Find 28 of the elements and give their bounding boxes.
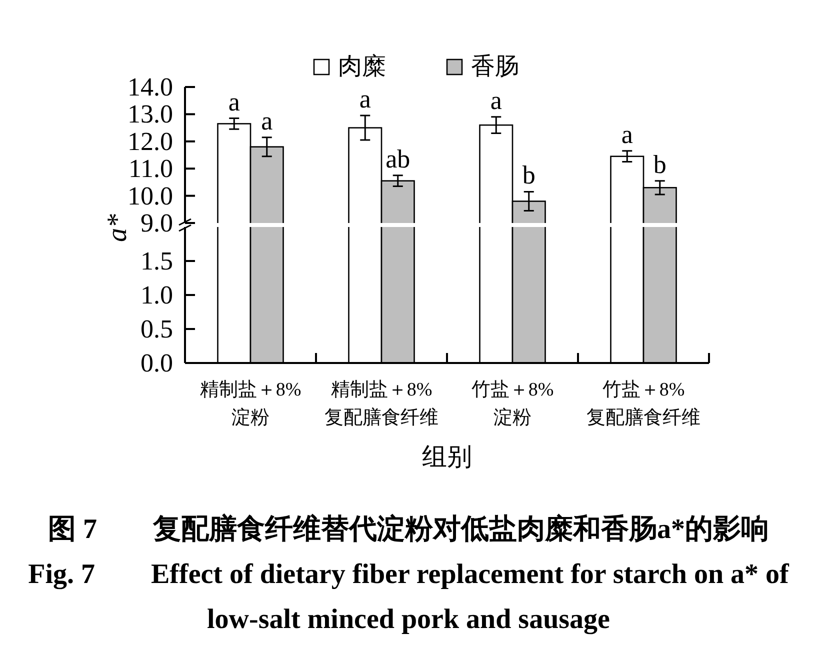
legend-label: 香肠 bbox=[471, 54, 519, 80]
y-tick-label: 0.0 bbox=[140, 348, 173, 378]
data-label: b bbox=[522, 160, 536, 190]
y-tick-label: 12.0 bbox=[128, 126, 173, 156]
y-tick-label: 10.0 bbox=[128, 181, 173, 210]
y-tick-label: 11.0 bbox=[128, 154, 173, 184]
text: Fig. 7 Effect of dietary fiber replacement for starch on a* of low-salt minced pork and sausage bbox=[28, 558, 790, 634]
text: 图 7 复配膳食纤维替代淀粉对低盐肉糜和香肠a*的影响 bbox=[48, 512, 769, 544]
x-axis-title: 组别 bbox=[422, 444, 472, 470]
x-tick-label: 竹盐＋8% 淀粉 bbox=[471, 380, 554, 428]
data-label: a bbox=[621, 120, 634, 149]
y-tick-label: 0.5 bbox=[140, 314, 173, 344]
y-tick-label: 14.0 bbox=[128, 72, 173, 102]
legend-label: 肉糜 bbox=[338, 53, 386, 80]
y-tick-label: 9.0 bbox=[140, 208, 173, 238]
y-tick-label: 1.5 bbox=[140, 246, 173, 276]
x-tick-label: 竹盐＋8% 复配膳食纤维 bbox=[586, 380, 700, 428]
data-label: b bbox=[653, 150, 666, 179]
data-label: a bbox=[261, 106, 274, 136]
data-label: a bbox=[228, 87, 240, 116]
x-tick-label: 精制盐＋8% 淀粉 bbox=[200, 380, 302, 428]
data-label: a bbox=[490, 86, 502, 115]
y-tick-label: 1.0 bbox=[140, 280, 173, 310]
y-axis-title: a* bbox=[102, 214, 132, 242]
y-tick-label: 13.0 bbox=[128, 100, 173, 129]
data-label: a bbox=[359, 84, 372, 114]
data-label: ab bbox=[386, 144, 410, 174]
x-tick-label: 精制盐＋8% 复配膳食纤维 bbox=[324, 380, 438, 428]
